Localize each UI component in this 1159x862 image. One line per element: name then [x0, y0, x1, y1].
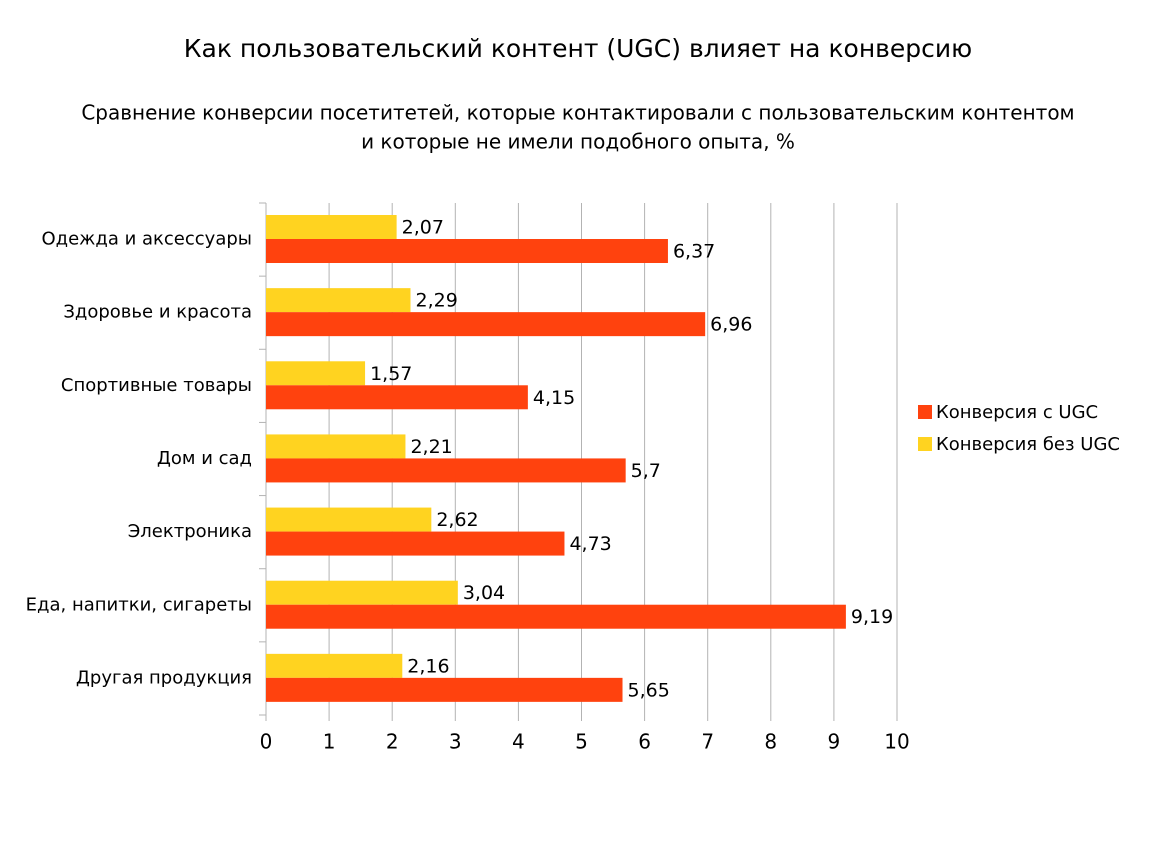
x-tick-label: 3 — [449, 730, 462, 754]
x-tick-label: 0 — [260, 730, 273, 754]
value-label: 2,07 — [402, 217, 444, 239]
bar — [266, 434, 406, 459]
bar — [266, 604, 846, 629]
value-label: 1,57 — [370, 363, 412, 385]
bar — [266, 312, 706, 337]
chart-subtitle: и которые не имели подобного опыта, % — [361, 130, 795, 154]
y-tick-label: Здоровье и красота — [63, 302, 252, 323]
x-tick-label: 8 — [764, 730, 777, 754]
x-tick-label: 1 — [323, 730, 336, 754]
x-tick-label: 4 — [512, 730, 525, 754]
x-tick-label: 5 — [575, 730, 588, 754]
bar — [266, 653, 403, 678]
value-label: 4,15 — [533, 387, 575, 409]
x-tick-label: 6 — [638, 730, 651, 754]
bar — [266, 507, 432, 532]
y-tick-label: Другая продукция — [76, 667, 252, 688]
bar — [266, 288, 411, 313]
legend-label: Конверсия с UGC — [936, 402, 1098, 423]
bar — [266, 458, 626, 483]
value-label: 2,62 — [436, 509, 478, 531]
bar — [266, 361, 366, 386]
value-label: 5,65 — [628, 679, 670, 701]
value-label: 2,16 — [407, 655, 449, 677]
x-tick-label: 7 — [701, 730, 714, 754]
bar — [266, 677, 623, 702]
legend-swatch — [918, 437, 932, 451]
y-tick-label: Еда, напитки, сигареты — [26, 594, 252, 615]
bar — [266, 239, 668, 263]
bar — [266, 580, 458, 605]
value-label: 4,73 — [569, 533, 611, 555]
value-label: 2,21 — [410, 436, 452, 458]
legend-label: Конверсия без UGC — [936, 434, 1120, 455]
bar — [266, 215, 397, 239]
legend-swatch — [918, 405, 932, 419]
y-tick-label: Спортивные товары — [61, 375, 252, 396]
x-tick-label: 2 — [386, 730, 399, 754]
value-label: 6,96 — [710, 314, 752, 336]
y-tick-label: Электроника — [128, 521, 252, 542]
x-tick-label: 9 — [828, 730, 841, 754]
chart-title: Как пользовательский контент (UGC) влияе… — [184, 34, 972, 63]
bar — [266, 531, 565, 556]
y-tick-label: Дом и сад — [157, 448, 252, 469]
y-tick-label: Одежда и аксессуары — [41, 229, 252, 250]
value-label: 6,37 — [673, 241, 715, 263]
value-label: 5,7 — [631, 460, 661, 482]
value-label: 9,19 — [851, 606, 893, 628]
chart-subtitle: Сравнение конверсии посетитетей, которые… — [81, 101, 1074, 125]
value-label: 3,04 — [463, 582, 505, 604]
bar — [266, 385, 528, 410]
value-label: 2,29 — [415, 290, 457, 312]
x-tick-label: 10 — [884, 730, 909, 754]
